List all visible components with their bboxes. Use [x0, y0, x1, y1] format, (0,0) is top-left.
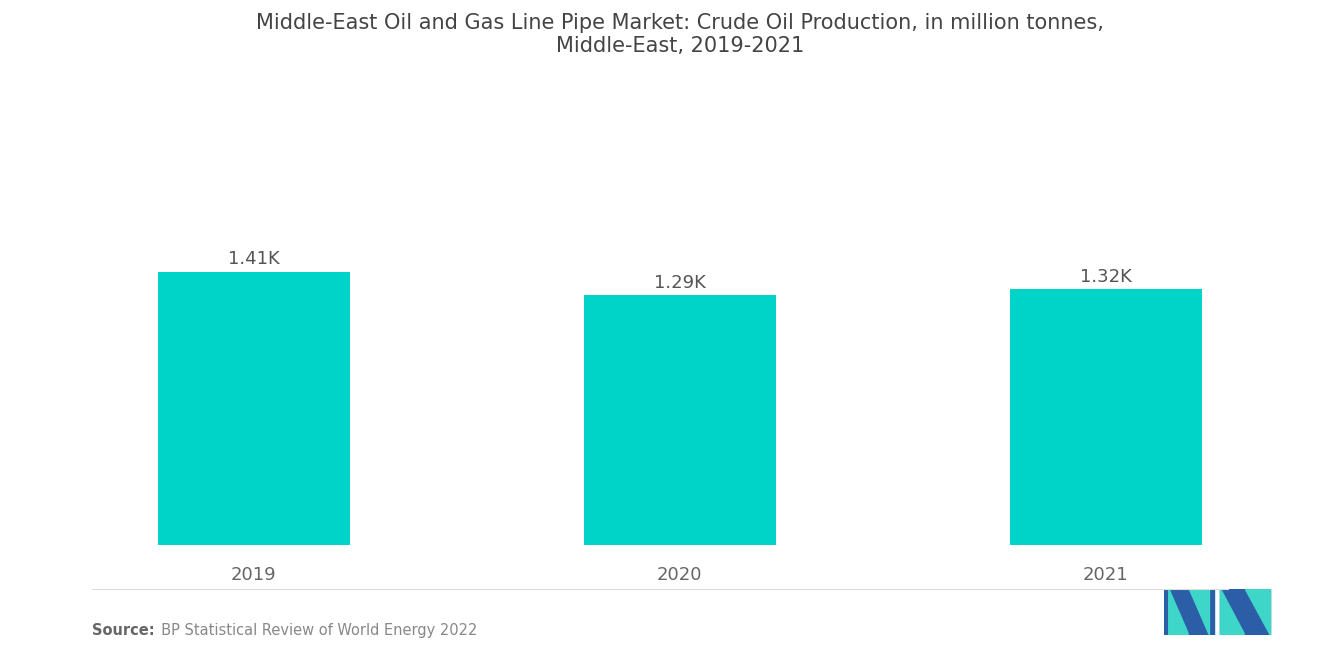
Polygon shape [1189, 589, 1213, 635]
Text: Source:: Source: [92, 623, 154, 638]
Polygon shape [1245, 589, 1270, 635]
Polygon shape [1168, 589, 1189, 635]
Polygon shape [1221, 589, 1245, 635]
Bar [583, 295, 776, 545]
Text: 1.29K: 1.29K [653, 273, 706, 291]
Polygon shape [1245, 589, 1270, 635]
Polygon shape [1189, 589, 1209, 635]
Title: Middle-East Oil and Gas Line Pipe Market: Crude Oil Production, in million tonne: Middle-East Oil and Gas Line Pipe Market… [256, 13, 1104, 56]
Text: 1.41K: 1.41K [228, 250, 280, 268]
Text: 1.32K: 1.32K [1080, 268, 1131, 286]
Polygon shape [1221, 589, 1245, 635]
Bar [158, 272, 350, 545]
Bar [1010, 289, 1201, 545]
Text: BP Statistical Review of World Energy 2022: BP Statistical Review of World Energy 20… [152, 623, 477, 638]
Polygon shape [1164, 589, 1189, 635]
